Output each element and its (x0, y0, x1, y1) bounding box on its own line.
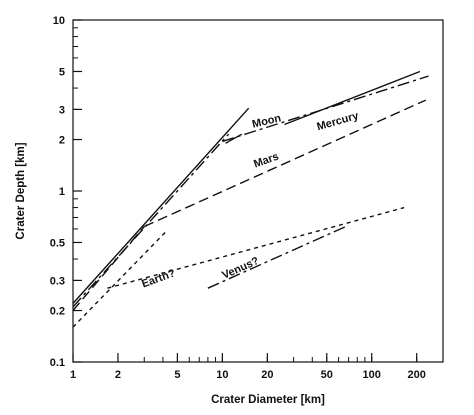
y-axis-title: Crater Depth [km] (15, 142, 27, 239)
y-tick-label: 5 (59, 66, 65, 78)
series-line-segment (207, 224, 349, 289)
y-tick-label: 0.2 (50, 306, 65, 318)
x-tick-label: 5 (174, 369, 180, 381)
y-tick-label: 2 (59, 135, 65, 147)
series-earth (72, 206, 405, 328)
series-line-segment (284, 70, 421, 126)
plot-frame (72, 19, 444, 363)
series-line-segment (72, 231, 167, 328)
series-line-segment (72, 133, 230, 308)
x-tick-label: 200 (408, 369, 426, 381)
x-axis-title: Crater Diameter [km] (211, 394, 325, 406)
series-line-segment (72, 107, 250, 304)
curve-label: Mercury (316, 110, 361, 134)
y-tick-label: 1 (59, 186, 65, 198)
y-tick-label: 10 (53, 15, 65, 27)
series-mercury (72, 75, 429, 308)
curve-label: Venus? (220, 255, 261, 282)
x-tick-label: 1 (70, 369, 76, 381)
x-tick-label: 2 (115, 369, 121, 381)
curve-label: Earth? (140, 267, 177, 290)
axis-tick-labels: 1 2 5 10 20 50 100 200 0.1 0.2 0.3 0.5 1 2 3 5 10 (50, 15, 426, 381)
series-venus (207, 224, 349, 289)
series-line-segment (144, 99, 427, 228)
series-mars (72, 99, 427, 311)
series-line-segment (222, 75, 429, 143)
x-tick-label: 20 (261, 369, 273, 381)
y-tick-label: 0.1 (50, 357, 65, 369)
series-line-segment (107, 206, 405, 289)
x-tick-label: 50 (321, 369, 333, 381)
y-tick-label: 0.3 (50, 275, 65, 287)
series-lines (72, 70, 429, 328)
y-tick-label: 0.5 (50, 237, 65, 249)
y-tick-label: 3 (59, 104, 65, 116)
series-line-segment (72, 226, 145, 311)
x-tick-label: 10 (216, 369, 228, 381)
x-tick-label: 100 (363, 369, 381, 381)
axis-ticks (72, 19, 444, 363)
